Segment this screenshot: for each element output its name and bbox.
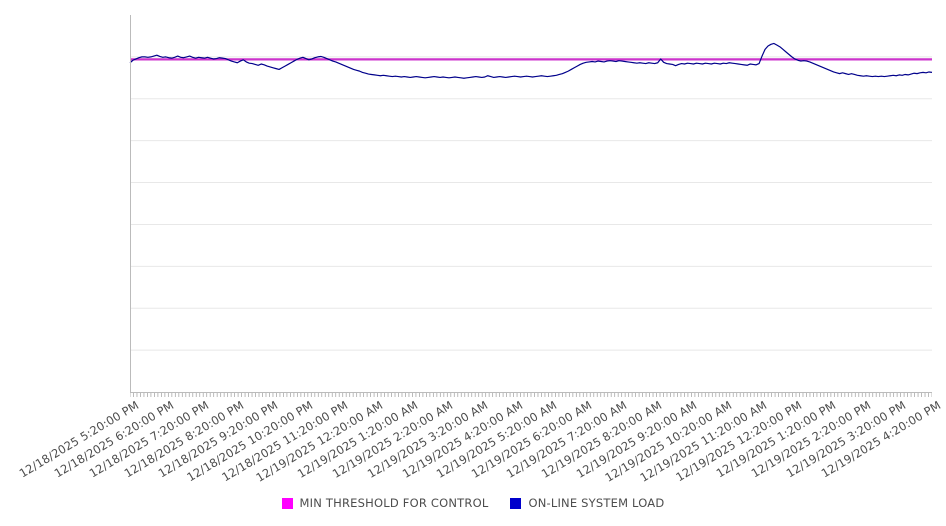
series-layer [129, 42, 933, 79]
plot-area [129, 15, 933, 392]
x-axis-labels: 12/18/2025 5:20:00 PM 12/18/2025 6:20:00 … [0, 398, 946, 488]
legend-item[interactable]: MIN THRESHOLD FOR CONTROL [281, 496, 489, 510]
legend-item[interactable]: ON-LINE SYSTEM LOAD [510, 496, 664, 510]
legend-swatch-icon [510, 497, 522, 509]
chart-legend: MIN THRESHOLD FOR CONTROL ON-LINE SYSTEM … [0, 496, 946, 510]
legend-swatch-icon [281, 497, 293, 509]
y-axis [130, 15, 131, 393]
legend-item-label: MIN THRESHOLD FOR CONTROL [299, 496, 489, 510]
data-line [129, 42, 933, 79]
x-axis [130, 392, 932, 393]
legend-item-label: ON-LINE SYSTEM LOAD [528, 496, 665, 510]
x-axis-ticks [130, 393, 932, 397]
gridlines [130, 56, 932, 351]
